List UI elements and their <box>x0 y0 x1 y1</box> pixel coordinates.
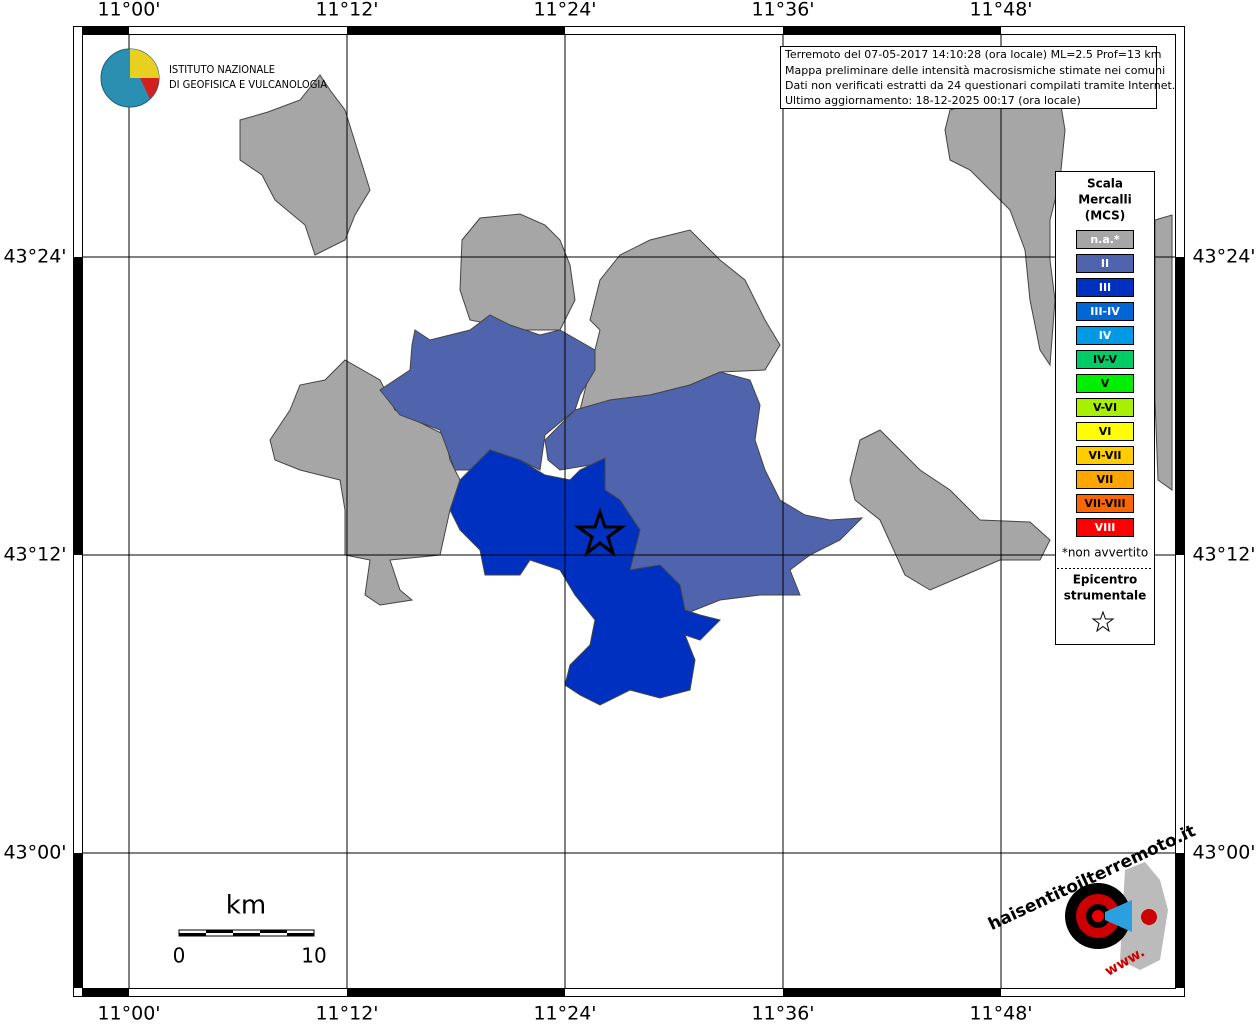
region <box>459 213 576 331</box>
legend-swatch <box>1076 278 1134 297</box>
frame-band <box>783 988 1001 996</box>
logo-ring <box>1092 910 1104 922</box>
legend-swatch <box>1076 398 1134 417</box>
info-frame <box>780 46 1157 109</box>
legend-swatch <box>1076 518 1134 537</box>
x-axis-label: 11°24' <box>533 0 596 21</box>
scale-segment <box>233 933 260 936</box>
legend-swatch <box>1076 254 1134 273</box>
legend-title: (MCS) <box>1085 209 1126 223</box>
legend-title: Mercalli <box>1078 193 1132 207</box>
legend-label: VII <box>1097 473 1114 486</box>
legend-note: *non avvertito <box>1062 546 1148 560</box>
institute-name: DI GEOFISICA E VULCANOLOGIA <box>169 78 327 91</box>
region <box>379 314 596 471</box>
x-axis-label: 11°00' <box>97 0 160 21</box>
legend-label: V-VI <box>1093 401 1117 414</box>
legend-title: Scala <box>1087 177 1123 191</box>
institute-name: ISTITUTO NAZIONALE <box>169 63 275 76</box>
y-axis-label: 43°24' <box>1192 246 1255 268</box>
y-axis-label: 43°12' <box>1192 544 1255 566</box>
logo-segment <box>140 78 159 99</box>
y-axis-label: 43°00' <box>3 842 66 864</box>
legend-swatch <box>1076 422 1134 441</box>
graticule <box>82 34 1175 988</box>
legend-label: VII-VIII <box>1084 497 1125 510</box>
legend-label: II <box>1101 257 1109 270</box>
frame-band <box>783 26 1001 34</box>
x-axis-label: 11°12' <box>315 1003 378 1025</box>
y-axis-label: 43°12' <box>3 544 66 566</box>
legend-label: VI <box>1099 425 1112 438</box>
epicenter-star <box>573 507 627 558</box>
legend-swatch <box>1076 302 1134 321</box>
legend-swatch <box>1076 494 1134 513</box>
legend: *non avvertito Epicentro strumentale Sca… <box>1055 171 1155 645</box>
scale-segment <box>206 930 233 933</box>
scale-label: 10 <box>301 944 326 968</box>
legend-label: VIII <box>1095 521 1116 534</box>
ingv-logo: ISTITUTO NAZIONALE DI GEOFISICA E VULCAN… <box>100 48 327 108</box>
x-axis-label: 11°48' <box>969 0 1032 21</box>
legend-swatch <box>1076 350 1134 369</box>
legend-label: IV <box>1099 329 1112 342</box>
scale-bar: km 0 10 <box>173 891 327 968</box>
legend-swatch <box>1076 326 1134 345</box>
legend-epicenter: strumentale <box>1064 589 1147 603</box>
region <box>239 74 371 256</box>
region <box>849 429 1051 591</box>
legend-swatch <box>1076 470 1134 489</box>
x-axis-label: 11°36' <box>751 0 814 21</box>
x-axis-label: 11°48' <box>969 1003 1032 1025</box>
legend-swatch <box>1076 230 1134 249</box>
frame-band <box>82 988 129 996</box>
legend-label: V <box>1101 377 1110 390</box>
frame-band <box>347 988 565 996</box>
legend-epicenter: Epicentro <box>1073 573 1138 587</box>
frame-band <box>347 26 565 34</box>
regions <box>239 74 1173 706</box>
region <box>269 359 461 606</box>
frame-band <box>73 853 82 988</box>
logo-beam <box>1105 900 1132 932</box>
region <box>1154 214 1173 491</box>
axis-labels: 11°00' 11°12' 11°24' 11°36' 11°48' 11°00' 11°1… <box>3 0 1255 1025</box>
info-line: Terremoto del 07-05-2017 14:10:28 (ora l… <box>784 48 1162 61</box>
legend-star <box>1091 610 1115 633</box>
scale-segment <box>179 933 206 936</box>
y-axis-label: 43°00' <box>1192 842 1255 864</box>
legend-label: n.a.* <box>1090 233 1120 246</box>
frame-band <box>82 26 129 34</box>
logo-segment <box>130 49 159 78</box>
scale-unit: km <box>226 891 266 921</box>
frame <box>73 26 1185 997</box>
scale-label: 0 <box>173 944 186 968</box>
legend-swatch <box>1076 374 1134 393</box>
legend-label: VI-VII <box>1088 449 1121 462</box>
logo-dot <box>1141 909 1157 925</box>
info-box: Terremoto del 07-05-2017 14:10:28 (ora l… <box>780 46 1175 109</box>
x-axis-label: 11°36' <box>751 1003 814 1025</box>
region <box>449 449 721 706</box>
legend-swatch <box>1076 446 1134 465</box>
scale-segment <box>287 933 314 936</box>
info-line: Dati non verificati estratti da 24 quest… <box>785 79 1175 92</box>
legend-label: IV-V <box>1093 353 1118 366</box>
scale-segment <box>260 930 287 933</box>
legend-label: III <box>1099 281 1111 294</box>
y-axis-label: 43°24' <box>3 246 66 268</box>
x-axis-label: 11°12' <box>315 0 378 21</box>
x-axis-label: 11°00' <box>97 1003 160 1025</box>
info-line: Mappa preliminare delle intensità macros… <box>785 64 1165 77</box>
frame-band <box>1175 853 1184 988</box>
frame-band <box>1175 257 1184 555</box>
legend-label: III-IV <box>1090 305 1120 318</box>
x-axis-label: 11°24' <box>533 1003 596 1025</box>
info-line: Ultimo aggiornamento: 18-12-2025 00:17 (… <box>785 94 1081 107</box>
frame-band <box>73 257 82 555</box>
